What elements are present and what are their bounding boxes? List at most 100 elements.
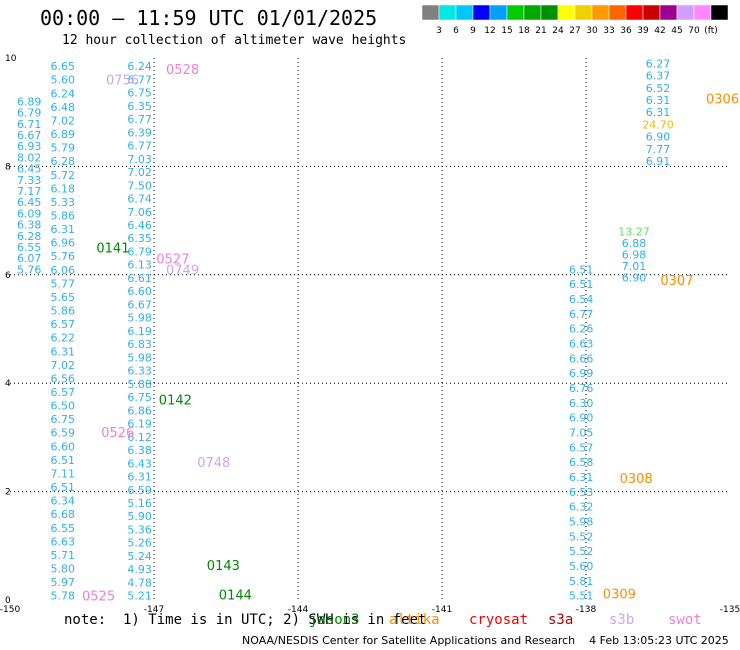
swh-value-label: 6.30 — [569, 397, 594, 410]
pass-label: 0306 — [706, 93, 739, 108]
swh-value-label: 5.81 — [569, 575, 594, 588]
swh-value-label: 6.67 — [127, 298, 152, 311]
swh-value-label: 5.51 — [569, 590, 594, 603]
swh-value-label: 5.86 — [51, 305, 76, 318]
swh-value-label: 6.89 — [51, 128, 76, 141]
pass-label: 0308 — [620, 472, 653, 487]
swh-value-label: 6.60 — [51, 440, 76, 453]
pass-label: 0748 — [197, 456, 230, 471]
swh-value-label: 5.60 — [569, 560, 594, 573]
swh-value-label: 6.43 — [127, 457, 152, 470]
swh-value-label: 6.55 — [17, 241, 42, 254]
swh-value-label: 5.80 — [51, 563, 76, 576]
swh-value-label: 6.57 — [51, 318, 76, 331]
swh-value-label: 5.98 — [127, 312, 152, 325]
swh-value-label: 7.06 — [127, 206, 152, 219]
swh-value-label: 5.52 — [569, 545, 594, 558]
swh-value-label: 6.27 — [646, 57, 671, 70]
x-tick-label: -150 — [0, 605, 20, 615]
legend-satellite-altika: altika — [389, 612, 440, 628]
swh-value-label: 6.39 — [127, 126, 152, 139]
pass-label: 0528 — [166, 63, 199, 78]
swh-value-label: 5.26 — [127, 537, 152, 550]
colorbar-tick-label: 27 — [569, 26, 580, 36]
swh-value-label: 6.07 — [17, 252, 42, 265]
swh-value-label: 5.79 — [51, 142, 76, 155]
pass-label: 0141 — [96, 242, 129, 257]
swh-value-label: 7.05 — [569, 427, 594, 440]
swh-value-label: 5.21 — [127, 590, 152, 603]
swh-value-label: 6.31 — [646, 106, 671, 119]
colorbar-tick-label: 12 — [484, 26, 495, 36]
swh-value-label: 7.02 — [127, 166, 152, 179]
swh-value-label: 6.48 — [51, 101, 76, 114]
pass-label: 0527 — [156, 253, 189, 268]
swh-value-label: 6.24 — [127, 60, 152, 73]
swh-value-label: 6.45 — [17, 163, 42, 176]
swh-value-label: 6.79 — [17, 107, 42, 120]
swh-value-label: 6.79 — [127, 245, 152, 258]
swh-value-label: 6.09 — [17, 207, 42, 220]
swh-value-label: 6.58 — [569, 456, 594, 469]
swh-value-label: 6.24 — [51, 87, 76, 100]
swh-value-label: 6.46 — [127, 219, 152, 232]
swh-value-label: 8.02 — [17, 151, 42, 164]
swh-value-label: 5.36 — [127, 523, 152, 536]
swh-value-label: 6.26 — [569, 323, 594, 336]
swh-value-label: 5.78 — [51, 590, 76, 603]
swh-value-label: 7.01 — [622, 260, 647, 273]
y-tick-label: 2 — [5, 488, 11, 498]
swh-value-label: 6.31 — [51, 223, 76, 236]
swh-value-label: 4.93 — [127, 563, 152, 576]
swh-value-label: 6.90 — [646, 131, 671, 144]
swh-value-label: 7.11 — [51, 467, 76, 480]
credit-text: NOAA/NESDIS Center for Satellite Applica… — [242, 634, 576, 647]
swh-value-label: 6.28 — [51, 155, 76, 168]
swh-value-label: 5.72 — [51, 169, 76, 182]
swh-value-label: 6.60 — [127, 285, 152, 298]
pass-label: 0142 — [159, 393, 192, 408]
swh-value-label: 6.76 — [569, 382, 594, 395]
swh-value-label: 6.35 — [127, 232, 152, 245]
swh-value-label: 4.78 — [127, 576, 152, 589]
legend-satellite-s3b: s3b — [609, 612, 635, 628]
colorbar-tick-label: 24 — [552, 26, 564, 36]
swh-value-label: 5.98 — [127, 351, 152, 364]
swh-value-label: 7.17 — [17, 185, 42, 198]
pass-label: 0143 — [207, 559, 240, 574]
swh-value-label: 5.60 — [51, 74, 76, 87]
swh-value-label: 7.03 — [127, 153, 152, 166]
colorbar-tick-label: 3 — [436, 26, 442, 36]
swh-value-label: 6.22 — [51, 332, 76, 345]
credit-line: NOAA/NESDIS Center for Satellite Applica… — [242, 634, 729, 647]
swh-value-label: 6.63 — [51, 535, 76, 548]
swh-value-label: 6.38 — [127, 444, 152, 457]
swh-value-label: 6.32 — [569, 501, 594, 514]
swh-value-label: 6.34 — [51, 495, 76, 508]
swh-value-label: 6.51 — [51, 481, 76, 494]
swh-value-label: 6.51 — [569, 263, 594, 276]
swh-value-label: 6.57 — [569, 441, 594, 454]
y-tick-label: 4 — [5, 379, 11, 389]
swh-value-label: 5.86 — [51, 209, 76, 222]
swh-value-label: 6.89 — [17, 95, 42, 108]
swh-value-label: 7.50 — [127, 179, 152, 192]
swh-value-label: 6.74 — [127, 193, 152, 206]
swh-value-label: 7.33 — [17, 174, 42, 187]
pass-label: 0307 — [660, 274, 693, 289]
legend-satellite-swot: swot — [668, 612, 702, 628]
swh-value-label: 6.28 — [17, 230, 42, 243]
swh-value-label: 6.99 — [569, 367, 594, 380]
y-tick-label: 10 — [5, 54, 17, 64]
swh-value-label: 6.98 — [622, 248, 647, 261]
pass-label: 0525 — [82, 590, 115, 605]
legend-satellite-cryosat: cryosat — [469, 612, 529, 628]
swh-value-label: 6.56 — [51, 372, 76, 385]
swh-value-label: 6.91 — [646, 155, 671, 168]
swh-value-label: 5.65 — [51, 291, 76, 304]
swh-value-label: 6.31 — [646, 94, 671, 107]
swh-value-label: 5.16 — [127, 497, 152, 510]
pass-label: 0526 — [101, 426, 134, 441]
pass-label: 0309 — [603, 587, 636, 602]
swh-value-label: 6.75 — [51, 413, 76, 426]
